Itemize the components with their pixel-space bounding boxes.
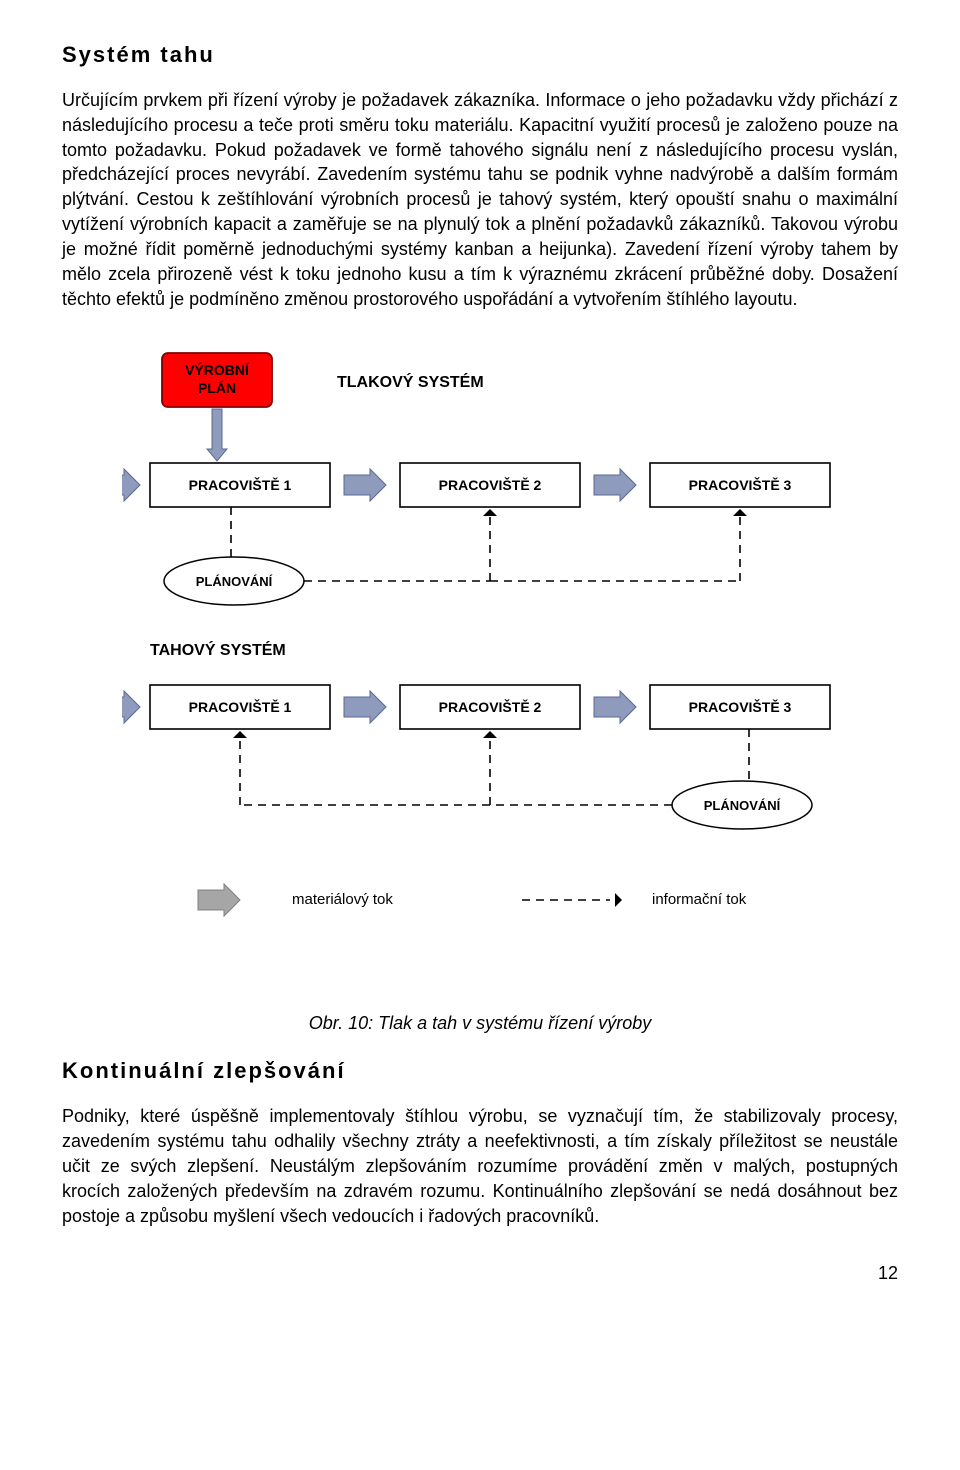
svg-text:TLAKOVÝ SYSTÉM: TLAKOVÝ SYSTÉM [337, 372, 484, 391]
svg-text:PLÁNOVÁNÍ: PLÁNOVÁNÍ [704, 798, 781, 813]
svg-text:PRACOVIŠTĚ 1: PRACOVIŠTĚ 1 [189, 698, 292, 715]
paragraph-2: Podniky, které úspěšně implementovaly št… [62, 1104, 898, 1228]
heading-system-tahu: Systém tahu [62, 42, 898, 68]
svg-text:informační tok: informační tok [652, 891, 747, 908]
heading-kontinualni: Kontinuální zlepšování [62, 1058, 898, 1084]
page-number: 12 [62, 1263, 898, 1284]
svg-text:PLÁNOVÁNÍ: PLÁNOVÁNÍ [196, 574, 273, 589]
paragraph-1: Určujícím prvkem při řízení výroby je po… [62, 88, 898, 311]
svg-text:TAHOVÝ SYSTÉM: TAHOVÝ SYSTÉM [150, 640, 286, 659]
svg-text:PRACOVIŠTĚ 2: PRACOVIŠTĚ 2 [439, 476, 542, 493]
svg-text:PLÁN: PLÁN [198, 380, 236, 396]
flow-diagram: VÝROBNÍ PLÁN TLAKOVÝ SYSTÉM PRACOVIŠTĚ 1 PRA… [122, 345, 898, 985]
figure-caption: Obr. 10: Tlak a tah v systému řízení výr… [62, 1013, 898, 1034]
svg-text:PRACOVIŠTĚ 3: PRACOVIŠTĚ 3 [689, 476, 792, 493]
svg-text:PRACOVIŠTĚ 2: PRACOVIŠTĚ 2 [439, 698, 542, 715]
svg-text:materiálový tok: materiálový tok [292, 891, 393, 908]
svg-text:PRACOVIŠTĚ 3: PRACOVIŠTĚ 3 [689, 698, 792, 715]
svg-text:PRACOVIŠTĚ 1: PRACOVIŠTĚ 1 [189, 476, 292, 493]
svg-text:VÝROBNÍ: VÝROBNÍ [185, 361, 250, 378]
